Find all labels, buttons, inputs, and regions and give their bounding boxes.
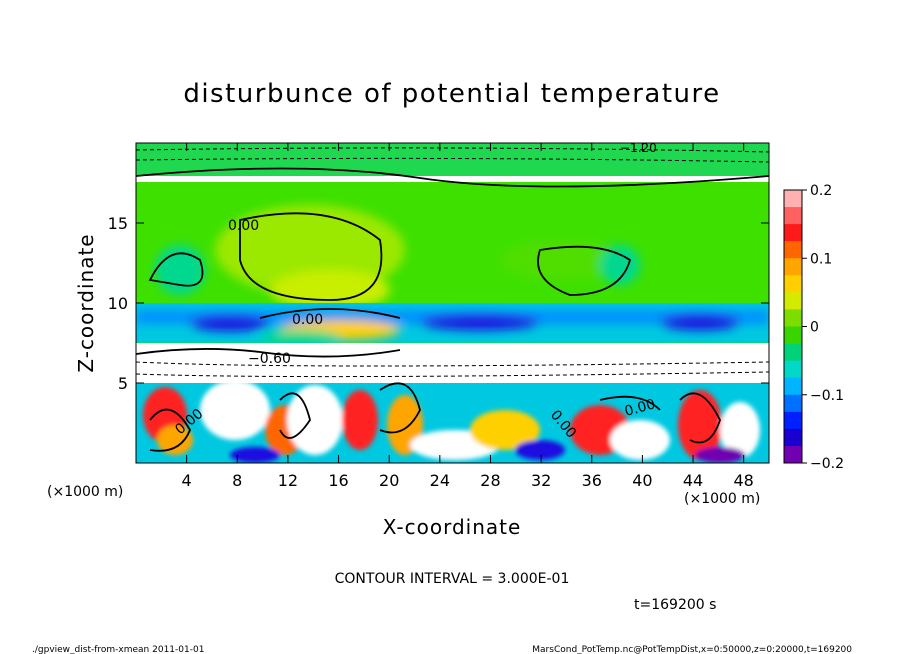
- z-axis-label: Z-coordinate: [74, 233, 98, 372]
- colorbar: 0.2 0.1 0 −0.1 −0.2: [783, 183, 844, 472]
- x-unit-label-right: (×1000 m): [684, 491, 760, 507]
- x-axis-label: X-coordinate: [383, 515, 522, 539]
- colorbar-swatch: [784, 445, 802, 464]
- x-tick-label: 28: [480, 471, 500, 490]
- contour-label: −0.60: [248, 351, 291, 367]
- z-tick-label: 10: [108, 294, 128, 313]
- colorbar-tick-label: 0.1: [810, 251, 832, 267]
- x-tick-label: 40: [632, 471, 652, 490]
- x-tick-label: 24: [430, 471, 450, 490]
- contour-label: 0.00: [228, 218, 259, 234]
- colorbar-swatch: [784, 224, 802, 242]
- contour-label: −1.20: [620, 141, 657, 155]
- contour-labels: 0.00 0.00 −0.60 0.00 0.00 0.00 −1.20: [172, 141, 657, 441]
- chart-title: disturbunce of potential temperature: [183, 79, 720, 109]
- contour-interval: CONTOUR INTERVAL = 3.000E-01: [335, 571, 570, 587]
- footer-right: MarsCond_PotTemp.nc@PotTempDist,x=0:5000…: [532, 645, 852, 654]
- x-tick-label: 8: [232, 471, 242, 490]
- colorbar-swatch: [784, 411, 802, 430]
- x-tick-label: 44: [683, 471, 703, 490]
- colorbar-swatch: [784, 275, 802, 293]
- heatmap-field: [136, 143, 769, 463]
- x-tick-label: 32: [531, 471, 551, 490]
- colorbar-tick-label: 0: [810, 320, 819, 336]
- colorbar-swatch: [784, 428, 802, 447]
- z-tick-label: 5: [118, 374, 128, 393]
- colorbar-swatch: [784, 258, 802, 276]
- colorbar-swatch: [784, 241, 802, 259]
- colorbar-swatch: [784, 207, 802, 225]
- x-tick-label: 20: [379, 471, 399, 490]
- colorbar-swatch: [784, 377, 802, 396]
- x-tick-label: 4: [182, 471, 192, 490]
- colorbar-swatch: [784, 292, 802, 310]
- colorbar-tick-label: −0.2: [810, 456, 844, 472]
- x-tick-label: 48: [734, 471, 754, 490]
- colorbar-swatch: [784, 190, 802, 208]
- x-unit-label-left: (×1000 m): [47, 484, 123, 500]
- x-tick-label: 36: [582, 471, 602, 490]
- colorbar-swatch: [784, 309, 802, 327]
- z-tick-label: 15: [108, 214, 128, 233]
- colorbar-swatch: [784, 326, 802, 345]
- footer-left: ./gpview_dist-from-xmean 2011-01-01: [32, 645, 204, 654]
- colorbar-swatch: [784, 394, 802, 413]
- x-tick-label: 12: [278, 471, 298, 490]
- z-axis-ticks: 5 10 15: [108, 214, 769, 393]
- x-tick-label: 16: [328, 471, 348, 490]
- contour-label: 0.00: [292, 312, 323, 328]
- x-axis-ticks: 4 8 12 16 20 24 28 32 36 40 44 48: [182, 143, 754, 490]
- contour-label: 0.00: [623, 396, 657, 420]
- colorbar-swatch: [784, 343, 802, 362]
- colorbar-tick-label: −0.1: [810, 388, 844, 404]
- time-label: t=169200 s: [634, 597, 716, 613]
- colorbar-swatch: [784, 360, 802, 379]
- colorbar-tick-label: 0.2: [810, 183, 832, 199]
